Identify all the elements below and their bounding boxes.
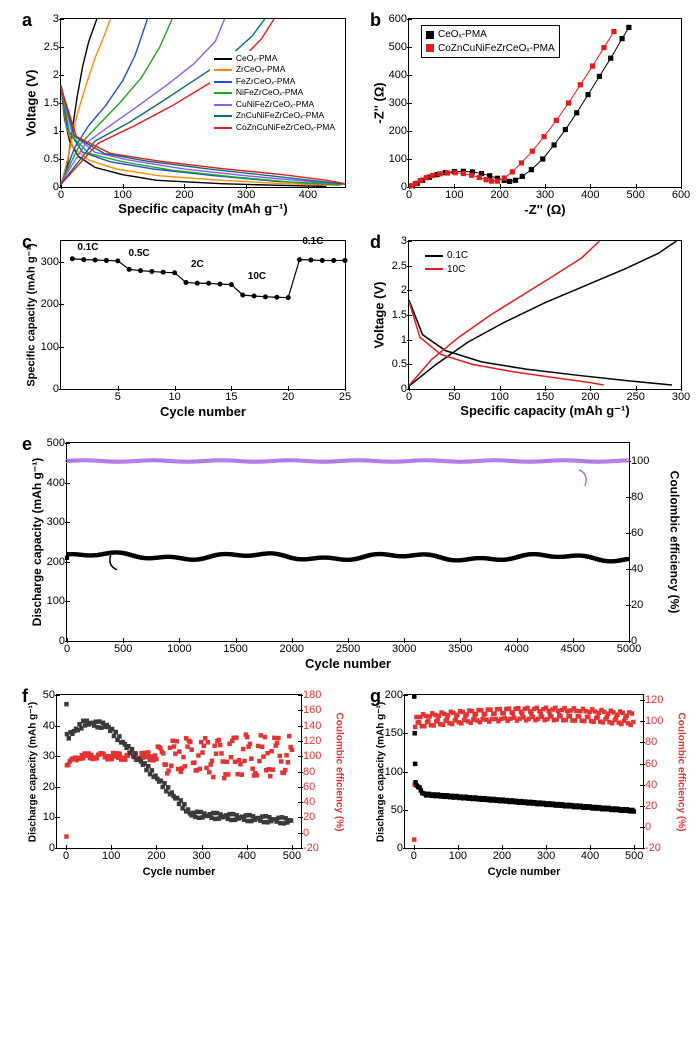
legend-b: CeOₓ-PMACoZnCuNiFeZrCeOₓ-PMA [421, 25, 560, 58]
legend-d: 0.1C10C [421, 247, 472, 278]
panel-b: b -Z'' (Ω) -Z'' (Ω) 0100200300400500600 … [356, 8, 692, 224]
legend-item: ZnCuNiFeZrCeOₓ-PMA [214, 110, 335, 121]
legend-item: CoZnCuNiFeZrCeOₓ-PMA [214, 122, 335, 133]
legend-item: NiFeZrCeOₓ-PMA [214, 87, 335, 98]
legend-item: ZrCeOₓ-PMA [214, 64, 335, 75]
panel-label-f: f [22, 686, 28, 707]
rate-annotation: 0.5C [129, 248, 150, 259]
ylabel2-e: Coulombic efficiency (%) [668, 471, 682, 614]
ylabel2-f: Coulombic efficiency (%) [334, 712, 345, 831]
xlabel-e: Cycle number [305, 656, 391, 671]
legend-item: CeOₓ-PMA [214, 53, 335, 64]
plot-e: Discharge capacity (mAh g⁻¹) Coulombic e… [66, 442, 630, 642]
rate-annotation: 2C [191, 259, 204, 270]
panel-a: a Voltage (V) Specific capacity (mAh g⁻¹… [8, 8, 350, 224]
panel-c: c Specific capacity (mAh g⁻¹) Cycle numb… [8, 230, 350, 426]
legend-item: FeZrCeOₓ-PMA [214, 76, 335, 87]
rate-annotation: 0.1C [77, 242, 98, 253]
rate-annotation: 10C [248, 271, 266, 282]
panel-e: e Discharge capacity (mAh g⁻¹) Coulombic… [8, 432, 692, 678]
panel-label-c: c [22, 232, 32, 253]
legend-item: CuNiFeZrCeOₓ-PMA [214, 99, 335, 110]
panel-f: f Discharge capacity (mAh g⁻¹) Coulombic… [8, 684, 350, 885]
panel-label-e: e [22, 434, 32, 455]
plot-d: Voltage (V) Specific capacity (mAh g⁻¹) … [408, 240, 682, 390]
xlabel-d: Specific capacity (mAh g⁻¹) [460, 403, 629, 419]
xlabel-f: Cycle number [143, 866, 216, 878]
legend-item: 0.1C [425, 249, 468, 263]
xlabel-c: Cycle number [160, 404, 246, 419]
plot-g: Discharge capacity (mAh g⁻¹) Coulombic e… [404, 694, 644, 849]
panel-label-g: g [370, 686, 381, 707]
ylabel2-g: Coulombic efficiency (%) [676, 712, 687, 831]
panel-d: d Voltage (V) Specific capacity (mAh g⁻¹… [356, 230, 692, 426]
legend-item: CoZnCuNiFeZrCeOₓ-PMA [426, 42, 555, 56]
plot-a: Voltage (V) Specific capacity (mAh g⁻¹) … [60, 18, 346, 188]
xlabel-a: Specific capacity (mAh g⁻¹) [118, 201, 287, 217]
xlabel-b: -Z'' (Ω) [524, 202, 565, 217]
panel-label-a: a [22, 10, 32, 31]
xlabel-g: Cycle number [488, 866, 561, 878]
panel-label-d: d [370, 232, 381, 253]
legend-item: CeOₓ-PMA [426, 28, 555, 42]
legend-item: 10C [425, 263, 468, 277]
legend-a: CeOₓ-PMAZrCeOₓ-PMAFeZrCeOₓ-PMANiFeZrCeOₓ… [210, 51, 339, 135]
plot-c: Specific capacity (mAh g⁻¹) Cycle number… [60, 240, 346, 390]
plot-b: -Z'' (Ω) -Z'' (Ω) 0100200300400500600 01… [408, 18, 682, 188]
rate-annotation: 0.1C [302, 236, 323, 247]
panel-label-b: b [370, 10, 381, 31]
panel-g: g Discharge capacity (mAh g⁻¹) Coulombic… [356, 684, 692, 885]
plot-f: Discharge capacity (mAh g⁻¹) Coulombic e… [56, 694, 302, 849]
